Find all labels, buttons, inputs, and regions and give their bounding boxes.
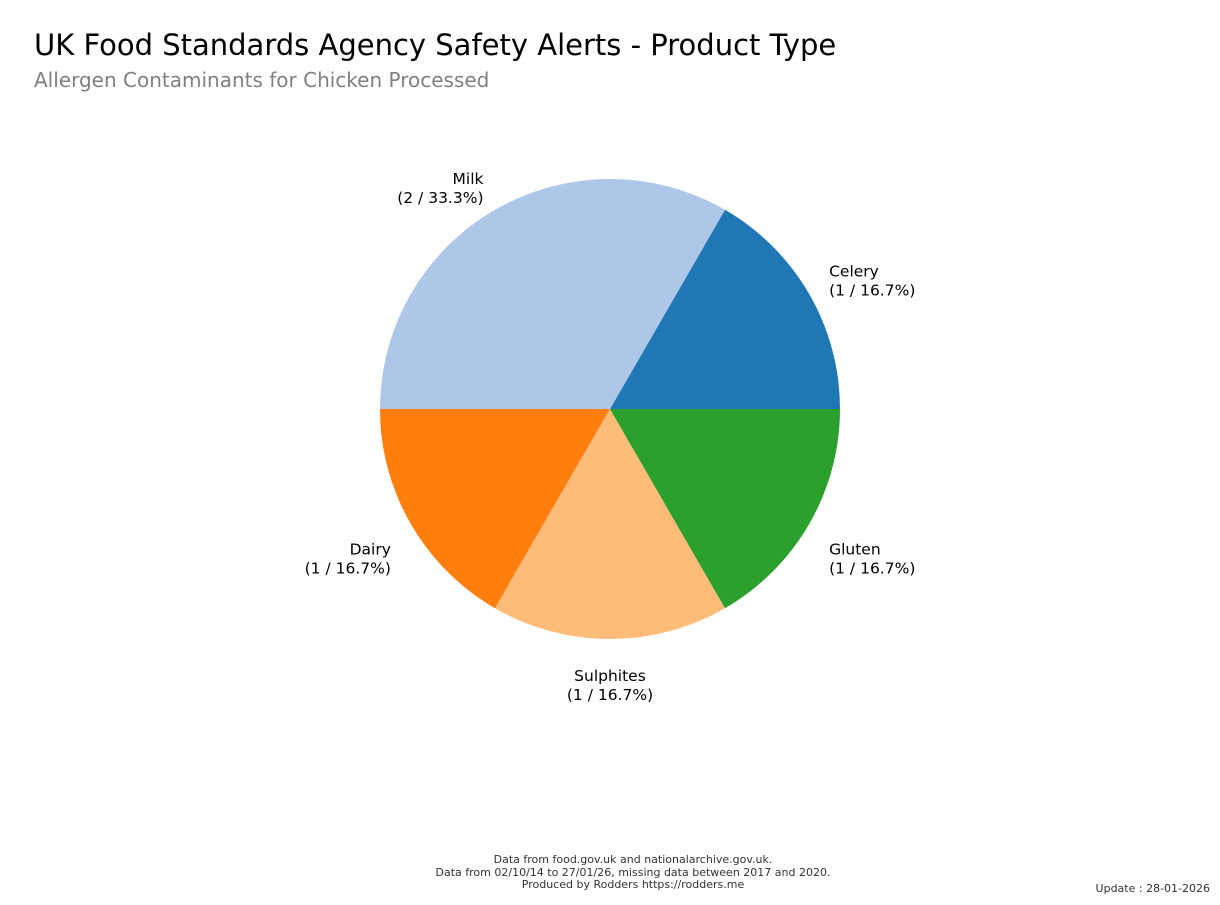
pie-slice-milk xyxy=(380,178,725,409)
slice-label-value: (1 / 16.7%) xyxy=(567,686,653,704)
footer-date-range: Data from 02/10/14 to 27/01/26, missing … xyxy=(435,865,831,879)
slice-label-name: Sulphites xyxy=(574,667,646,685)
chart-subtitle: Allergen Contaminants for Chicken Proces… xyxy=(34,68,490,92)
slice-label-gluten: Gluten(1 / 16.7%) xyxy=(829,541,915,578)
slice-label-dairy: Dairy(1 / 16.7%) xyxy=(305,541,391,578)
pie-labels: Celery(1 / 16.7%)Milk(2 / 33.3%)Dairy(1 … xyxy=(305,170,916,704)
slice-label-sulphites: Sulphites(1 / 16.7%) xyxy=(567,667,653,704)
pie-slice-celery xyxy=(610,209,840,409)
footer-credit: Produced by Rodders https://rodders.me xyxy=(521,878,745,891)
slice-label-name: Dairy xyxy=(350,541,391,559)
pie-slice-sulphites xyxy=(495,409,725,640)
slice-label-value: (2 / 33.3%) xyxy=(397,189,483,207)
slice-label-value: (1 / 16.7%) xyxy=(305,560,391,578)
pie-slice-gluten xyxy=(610,409,840,609)
footer-source: Data from food.gov.uk and nationalarchiv… xyxy=(493,853,773,866)
update-date: Update : 28-01-2026 xyxy=(1095,882,1210,895)
slice-label-celery: Celery(1 / 16.7%) xyxy=(829,263,915,300)
chart-title: UK Food Standards Agency Safety Alerts -… xyxy=(34,28,837,62)
slice-label-name: Celery xyxy=(829,263,879,281)
footer-notes: Data from food.gov.uk and nationalarchiv… xyxy=(0,853,1220,892)
slice-label-value: (1 / 16.7%) xyxy=(829,282,915,300)
pie-slices xyxy=(380,178,840,640)
slice-label-milk: Milk(2 / 33.3%) xyxy=(397,170,483,207)
slice-label-name: Milk xyxy=(453,170,484,188)
slice-label-value: (1 / 16.7%) xyxy=(829,560,915,578)
pie-slice-dairy xyxy=(380,409,610,609)
slice-label-name: Gluten xyxy=(829,541,881,559)
